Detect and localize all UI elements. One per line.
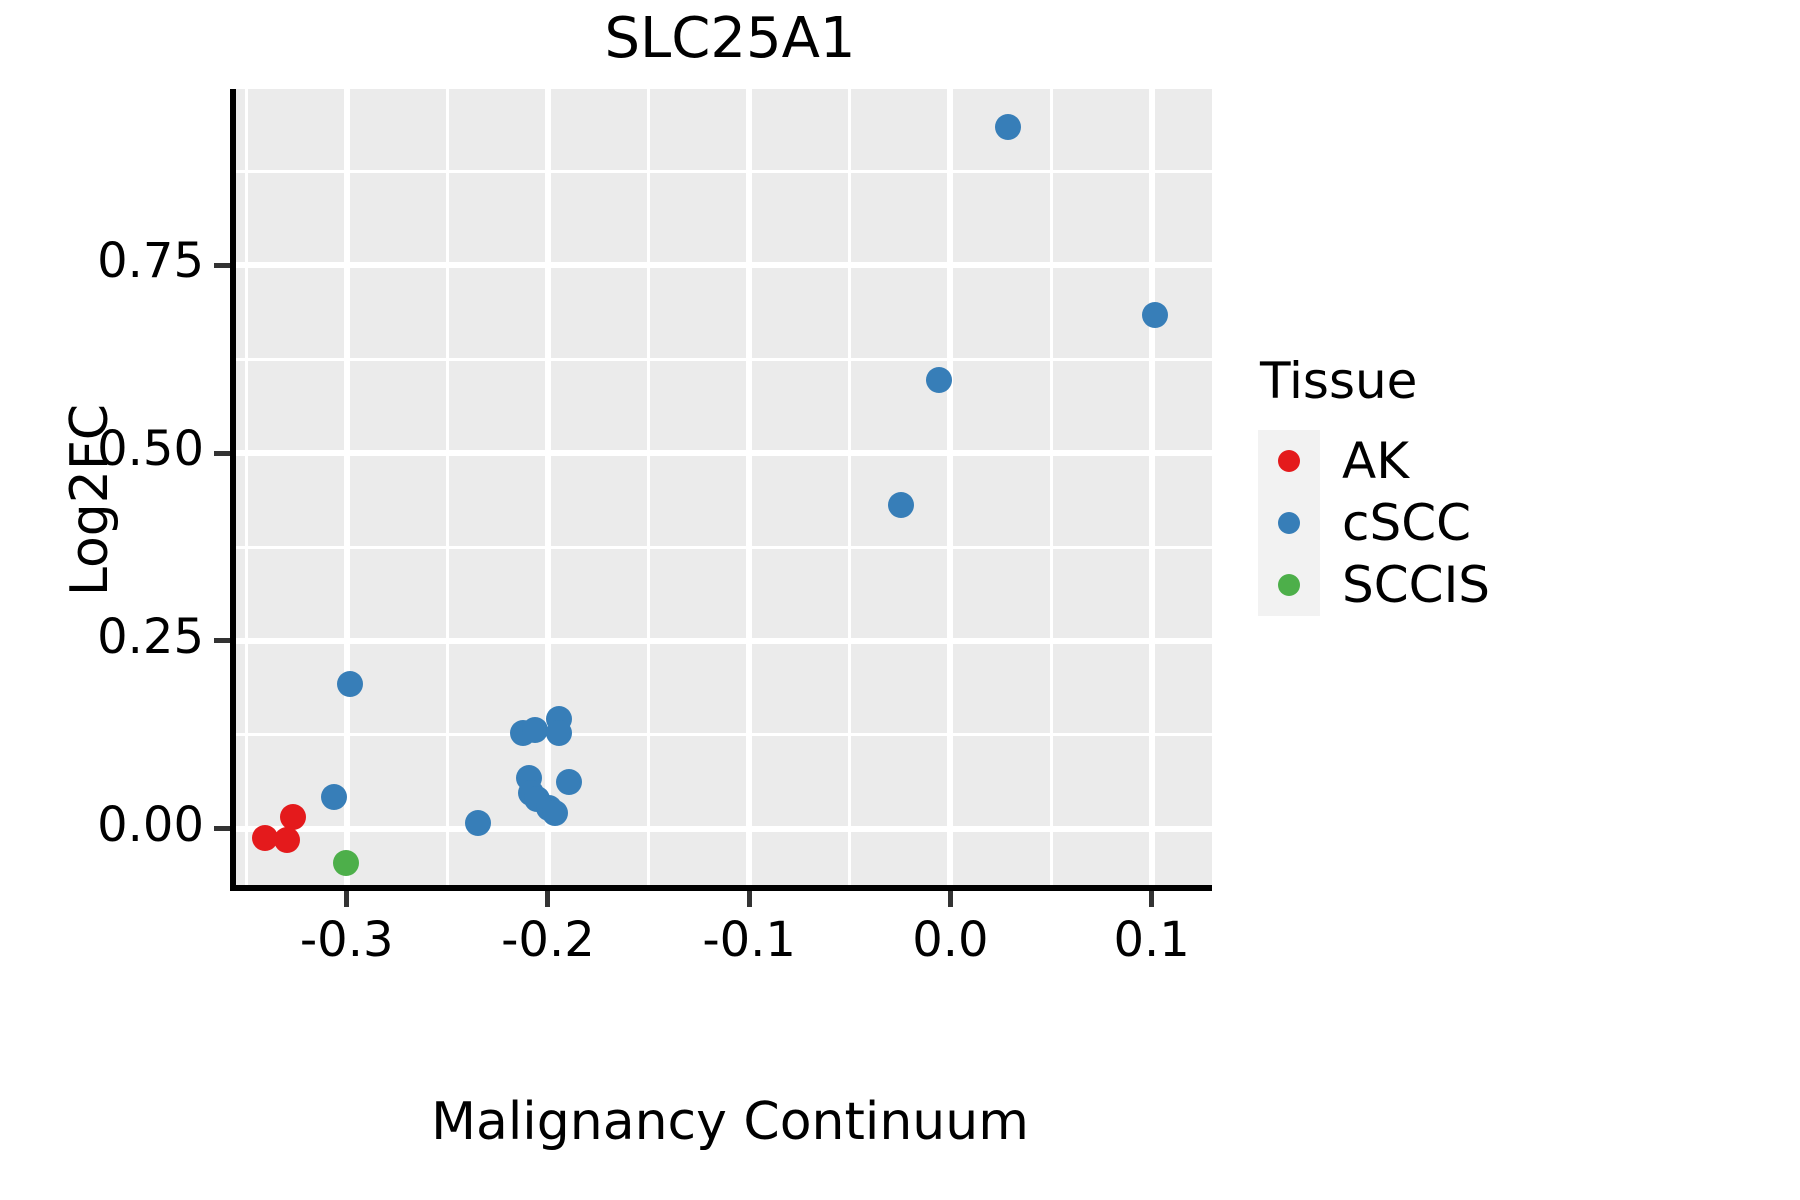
y-tick-label: 0.00 (97, 796, 204, 853)
legend-item-label: SCCIS (1342, 556, 1491, 614)
legend-item-sccis[interactable]: SCCIS (1258, 554, 1490, 616)
y-axis-label: Log2FC (60, 403, 120, 597)
data-point-cscc (556, 769, 583, 796)
gridline-major-x (343, 89, 350, 885)
legend-item-label: cSCC (1342, 494, 1472, 552)
data-point-ak (274, 826, 301, 853)
data-point-cscc (320, 784, 347, 811)
x-tick-mark (344, 891, 350, 907)
x-tick-label: 0.1 (1113, 912, 1190, 968)
x-tick-mark (947, 891, 953, 907)
x-tick-mark (1149, 891, 1155, 907)
x-tick-label: -0.1 (702, 912, 796, 968)
gridline-minor-y (236, 357, 1212, 361)
gridline-minor-x (244, 89, 248, 885)
legend-key-swatch (1258, 430, 1320, 492)
data-point-cscc (994, 114, 1021, 141)
data-point-cscc (545, 719, 572, 746)
y-tick-mark (214, 638, 230, 644)
gridline-minor-y (236, 545, 1212, 549)
legend-key-swatch (1258, 492, 1320, 554)
gridline-minor-x (1049, 89, 1053, 885)
data-point-cscc (336, 670, 363, 697)
gridline-major-y (236, 262, 1212, 269)
data-point-cscc (465, 810, 492, 837)
legend-dot-icon (1278, 450, 1300, 472)
gridline-major-x (947, 89, 954, 885)
gridline-major-x (1148, 89, 1155, 885)
legend-item-ak[interactable]: AK (1258, 430, 1490, 492)
x-tick-mark (746, 891, 752, 907)
gridline-minor-x (647, 89, 651, 885)
gridline-minor-x (848, 89, 852, 885)
x-tick-label: 0.0 (912, 912, 989, 968)
gridline-major-x (544, 89, 551, 885)
x-tick-mark (545, 891, 551, 907)
x-axis-line (230, 885, 1212, 891)
legend-items: AK cSCC SCCIS (1258, 430, 1490, 616)
y-tick-mark (214, 826, 230, 832)
data-point-cscc (541, 799, 568, 826)
gridline-major-y (236, 637, 1212, 644)
gridline-minor-y (236, 170, 1212, 174)
gridline-major-y (236, 825, 1212, 832)
x-tick-label: -0.3 (299, 912, 394, 968)
plot-panel (236, 89, 1212, 885)
y-axis-line (230, 89, 236, 889)
page-title: SLC25A1 (604, 6, 856, 71)
data-point-sccis (332, 850, 359, 877)
data-point-ak (280, 803, 307, 830)
legend: Tissue AK cSCC SCCIS (1258, 352, 1490, 616)
y-tick-mark (214, 450, 230, 456)
gridline-major-x (746, 89, 753, 885)
data-point-ak (252, 824, 279, 851)
gridline-major-y (236, 450, 1212, 457)
x-axis-label: Malignancy Continuum (431, 1092, 1029, 1152)
legend-dot-icon (1278, 574, 1300, 596)
legend-item-label: AK (1342, 432, 1409, 490)
y-tick-mark (214, 262, 230, 268)
y-tick-label: 0.25 (97, 608, 204, 665)
data-point-cscc (888, 492, 915, 519)
x-tick-label: -0.2 (501, 912, 595, 968)
gridline-minor-x (445, 89, 449, 885)
legend-dot-icon (1278, 512, 1300, 534)
legend-key-swatch (1258, 554, 1320, 616)
data-point-cscc (521, 716, 548, 743)
data-point-cscc (926, 367, 953, 394)
legend-title: Tissue (1260, 352, 1418, 410)
y-tick-label: 0.50 (97, 421, 204, 478)
legend-item-cscc[interactable]: cSCC (1258, 492, 1490, 554)
gridline-minor-y (236, 733, 1212, 737)
data-point-cscc (1141, 302, 1168, 329)
y-tick-label: 0.75 (97, 233, 204, 290)
